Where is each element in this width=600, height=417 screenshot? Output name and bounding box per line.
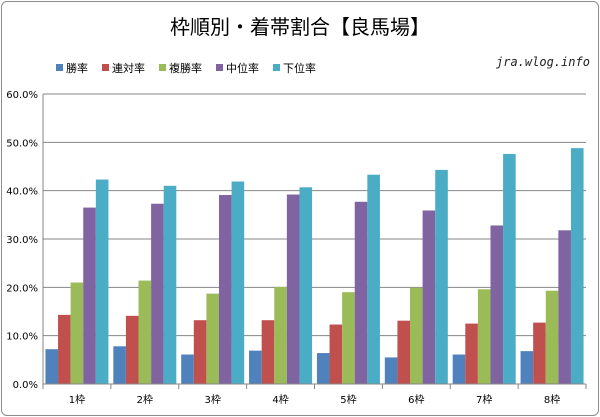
legend: 勝率 連対率 複勝率 中位率 下位率 (56, 61, 316, 75)
legend-swatch (273, 64, 280, 71)
bar (397, 320, 411, 384)
bars (45, 148, 584, 384)
bar (70, 282, 84, 384)
watermark-text: jra.wlog.info (496, 55, 590, 69)
bar (206, 293, 219, 384)
y-tick-label: 20.0% (6, 283, 38, 294)
bar (274, 286, 287, 384)
bar (354, 201, 368, 384)
x-tick-label: 7枠 (476, 393, 492, 406)
bar (45, 349, 59, 384)
x-tick-label: 1枠 (69, 393, 85, 406)
x-tick-label: 4枠 (272, 393, 288, 406)
legend-swatch (56, 64, 63, 71)
bar (193, 320, 207, 384)
bar (452, 354, 466, 384)
x-tick-label: 2枠 (137, 393, 153, 406)
legend-swatch (102, 64, 109, 71)
bar (286, 194, 300, 384)
y-tick-label: 50.0% (6, 138, 38, 149)
bar (490, 225, 504, 384)
axes: 0.0% 10.0% 20.0% 30.0% 40.0% 50.0% 60.0% 1枠 2枠 3枠… (6, 90, 587, 406)
bar (163, 185, 177, 384)
x-tick-label: 8枠 (544, 393, 560, 406)
legend-label: 複勝率 (169, 61, 202, 75)
legend-label: 連対率 (112, 61, 145, 75)
legend-label: 下位率 (283, 61, 316, 75)
bar (384, 357, 398, 384)
bar (342, 292, 355, 384)
bar (125, 315, 139, 384)
x-tick-label: 5枠 (340, 393, 356, 406)
bar (58, 314, 71, 384)
bar (410, 287, 423, 384)
bar (249, 350, 262, 384)
bar (477, 289, 491, 384)
bar (367, 174, 380, 384)
y-tick-label: 30.0% (6, 235, 38, 246)
bar (113, 346, 126, 384)
y-tick-label: 0.0% (13, 380, 38, 391)
legend-label: 勝率 (66, 61, 88, 75)
legend-swatch (216, 64, 223, 71)
bar (299, 187, 313, 384)
bar (503, 153, 516, 384)
bar (558, 230, 571, 384)
bar (316, 353, 330, 384)
bar (231, 181, 245, 384)
bar (570, 148, 584, 384)
legend-swatch (159, 64, 166, 71)
y-tick-label: 10.0% (6, 332, 38, 343)
legend-label: 中位率 (226, 61, 259, 75)
bar (95, 179, 109, 384)
bar (533, 322, 546, 384)
x-tick-label: 3枠 (205, 393, 221, 406)
bar (181, 354, 194, 384)
bar (435, 169, 448, 384)
bar (329, 324, 343, 384)
bar (138, 280, 152, 384)
chart-title: 枠順別・着帯割合【良馬場】 (170, 15, 430, 39)
bar (261, 320, 275, 384)
y-tick-label: 60.0% (6, 90, 38, 101)
bar (422, 210, 436, 384)
bar (83, 207, 96, 384)
x-tick-label: 6枠 (408, 393, 424, 406)
bar (218, 195, 232, 384)
bar (465, 323, 478, 384)
bar (151, 203, 164, 384)
bar (545, 290, 559, 384)
y-tick-label: 40.0% (6, 187, 38, 198)
bar (520, 351, 534, 384)
